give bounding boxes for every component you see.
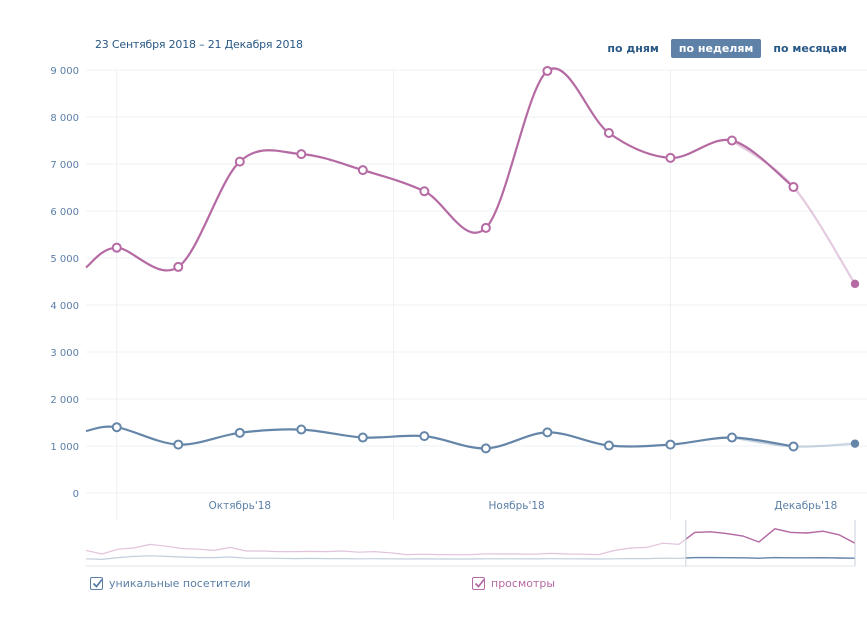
data-point [480, 443, 491, 454]
data-point [603, 127, 614, 138]
legend-unique-label: уникальные посетители [109, 577, 251, 590]
data-point [296, 424, 307, 435]
data-point [111, 422, 122, 433]
data-point [726, 135, 737, 146]
data-point [296, 149, 307, 160]
data-point [234, 427, 245, 438]
checkbox-unique-icon[interactable] [90, 577, 103, 590]
y-tick-label: 1 000 [50, 442, 79, 453]
y-tick-label: 6 000 [50, 207, 79, 218]
data-point [419, 186, 430, 197]
checkbox-views-icon[interactable] [472, 577, 485, 590]
data-point [173, 439, 184, 450]
y-tick-label: 9 000 [50, 66, 79, 77]
legend-views-label: просмотры [491, 577, 556, 590]
y-tick-label: 4 000 [50, 301, 79, 312]
data-point [726, 432, 737, 443]
data-point [788, 182, 799, 193]
x-tick-label: Ноябрь'18 [489, 500, 545, 512]
series-line [85, 67, 795, 272]
data-point [788, 441, 799, 452]
data-point [542, 427, 553, 438]
data-point [603, 440, 614, 451]
overview-unique-selected [685, 556, 855, 559]
data-point [234, 156, 245, 167]
y-tick-label: 0 [73, 489, 79, 500]
data-point [850, 439, 860, 448]
data-point [850, 279, 860, 289]
data-point [111, 242, 122, 253]
overview-views-selected [685, 528, 855, 544]
period-switch: по дням по неделям по месяцам [595, 37, 867, 59]
period-months-button[interactable]: по месяцам [773, 41, 847, 55]
data-point [357, 165, 368, 176]
period-weeks-button[interactable]: по неделям [670, 38, 762, 58]
overview-views-line [85, 528, 856, 556]
data-point [173, 261, 184, 272]
data-point [542, 65, 553, 76]
series-line [85, 425, 794, 450]
data-point [419, 431, 430, 442]
period-days-button[interactable]: по дням [607, 41, 659, 55]
data-point [665, 152, 676, 163]
legend-unique[interactable]: уникальные посетители [90, 577, 251, 590]
y-tick-label: 8 000 [50, 113, 79, 124]
y-tick-label: 5 000 [50, 254, 79, 265]
data-point [480, 222, 491, 233]
x-tick-label: Декабрь'18 [774, 500, 837, 512]
y-tick-label: 3 000 [50, 348, 79, 359]
y-tick-label: 2 000 [50, 395, 79, 406]
date-range: 23 Сентября 2018 – 21 Декабря 2018 [95, 38, 303, 51]
y-tick-label: 7 000 [50, 160, 79, 171]
legend-views[interactable]: просмотры [472, 577, 555, 590]
series-line-partial [731, 139, 856, 285]
x-tick-label: Октябрь'18 [208, 500, 271, 512]
data-point [357, 432, 368, 443]
data-point [665, 439, 676, 450]
